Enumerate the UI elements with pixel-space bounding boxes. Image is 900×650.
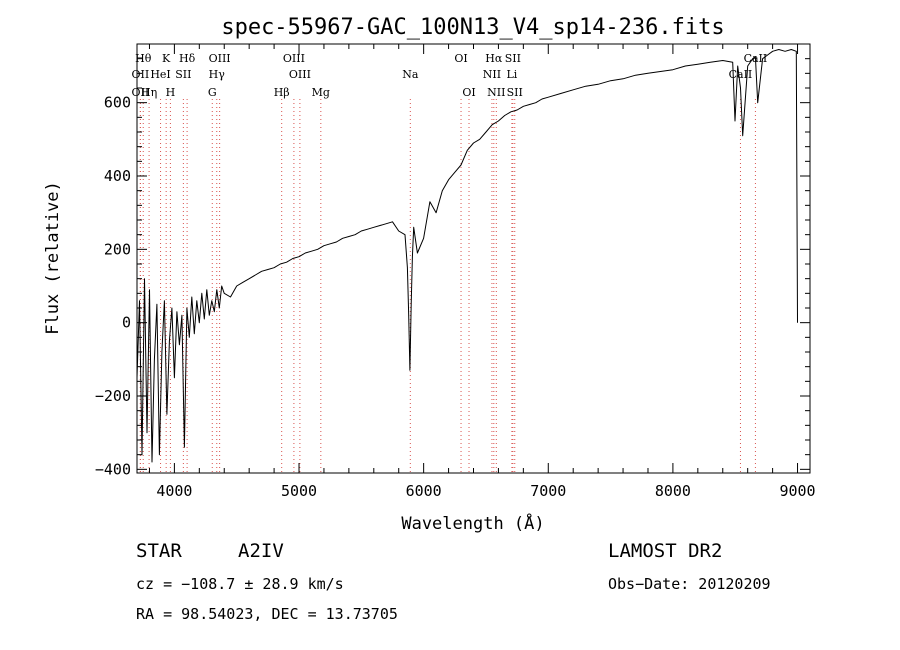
line-marker-label-16: Na <box>402 68 419 81</box>
chart-title: spec-55967-GAC_100N13_V4_sp14-236.fits <box>221 15 724 40</box>
line-marker-label-25: CaII <box>729 68 753 81</box>
object-subclass: A2IV <box>238 540 284 562</box>
line-marker-label-8: Hδ <box>179 52 196 65</box>
plot-frame <box>136 43 811 474</box>
line-marker-label-21: NII <box>487 86 505 99</box>
x-axis-label: Wavelength (Å) <box>401 512 544 534</box>
line-marker-label-13: OIII <box>283 52 305 65</box>
line-marker-label-18: OI <box>462 86 475 99</box>
x-axis: 4000 5000 6000 7000 8000 9000 <box>148 44 816 500</box>
line-marker-label-5: HeI <box>150 68 170 81</box>
x-tick-label: 8000 <box>655 482 691 500</box>
object-class: STAR <box>136 540 182 562</box>
x-tick-label: 6000 <box>406 482 442 500</box>
y-tick-label: 400 <box>104 167 131 185</box>
line-marker-label-20: NII <box>483 68 501 81</box>
line-marker-label-22: SII <box>505 52 521 65</box>
y-tick-label: −200 <box>95 387 131 405</box>
redshift-cz: cz = −108.7 ± 28.9 km/s <box>136 575 344 593</box>
x-tick-label: 4000 <box>156 482 192 500</box>
y-axis-label: Flux (relative) <box>43 181 63 335</box>
line-marker-label-12: Hβ <box>274 86 290 99</box>
series-layer <box>136 49 798 463</box>
line-marker-label-6: H <box>166 86 176 99</box>
line-marker-label-11: G <box>208 86 217 99</box>
y-tick-label: 0 <box>122 314 131 332</box>
obs-date: Obs−Date: 20120209 <box>608 575 771 593</box>
line-marker-label-1: OII <box>132 68 150 81</box>
line-marker-label-19: Hα <box>485 52 503 65</box>
line-marker-label-9: OIII <box>209 52 231 65</box>
x-tick-label: 7000 <box>530 482 566 500</box>
line-marker-label-24: SII <box>507 86 523 99</box>
y-tick-label: 600 <box>104 94 131 112</box>
ra-dec: RA = 98.54023, DEC = 13.73705 <box>136 605 398 623</box>
line-marker-label-15: Mg <box>312 86 330 99</box>
line-marker-label-2: OII <box>132 86 150 99</box>
line-marker-label-10: Hγ <box>209 68 226 81</box>
line-marker-label-23: Li <box>506 68 517 81</box>
spectrum-line-0 <box>136 49 798 463</box>
line-marker-label-0: Hθ <box>135 52 152 65</box>
survey-name: LAMOST DR2 <box>608 540 723 562</box>
x-tick-label: 9000 <box>779 482 815 500</box>
y-axis: −400 −200 0 200 400 600 <box>95 43 810 478</box>
line-marker-label-17: OI <box>454 52 467 65</box>
x-tick-label: 5000 <box>281 482 317 500</box>
line-marker-label-4: K <box>162 52 171 65</box>
line-marker-label-7: SII <box>175 68 191 81</box>
line-marker-label-3: Hη <box>141 86 157 99</box>
y-tick-label: 200 <box>104 240 131 258</box>
line-marker-label-14: OIII <box>289 68 311 81</box>
y-tick-label: −400 <box>95 460 131 478</box>
